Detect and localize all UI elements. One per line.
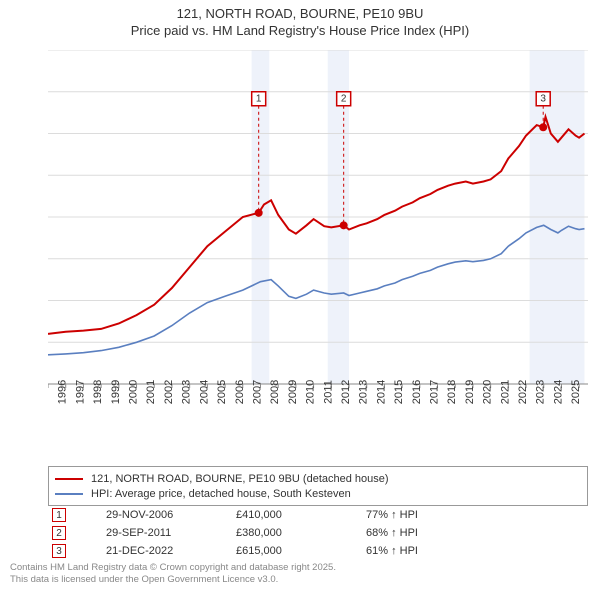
svg-text:2000: 2000 [128,380,140,404]
svg-text:2008: 2008 [269,380,281,404]
svg-text:2004: 2004 [198,380,210,404]
event-date: 29-NOV-2006 [106,509,236,521]
footer-attribution: Contains HM Land Registry data © Crown c… [10,562,336,586]
legend-label: HPI: Average price, detached house, Sout… [91,488,351,500]
svg-text:2002: 2002 [163,380,175,404]
svg-text:2010: 2010 [305,380,317,404]
svg-text:2023: 2023 [535,380,547,404]
event-date: 21-DEC-2022 [106,545,236,557]
svg-text:1998: 1998 [92,380,104,404]
title-line-1: 121, NORTH ROAD, BOURNE, PE10 9BU [0,6,600,23]
svg-text:2007: 2007 [251,380,263,404]
svg-text:2019: 2019 [464,380,476,404]
svg-text:2001: 2001 [145,380,157,404]
event-price: £380,000 [236,527,366,539]
legend-item: 121, NORTH ROAD, BOURNE, PE10 9BU (detac… [55,471,581,486]
footer-line-1: Contains HM Land Registry data © Crown c… [10,562,336,574]
svg-text:2024: 2024 [552,380,564,404]
sale-event-row: 3 21-DEC-2022£615,00061% ↑ HPI [48,542,588,560]
svg-text:2014: 2014 [375,380,387,404]
event-hpi: 68% ↑ HPI [366,527,418,539]
svg-text:2013: 2013 [358,380,370,404]
event-marker: 2 [52,526,66,540]
svg-text:2016: 2016 [411,380,423,404]
svg-text:1995: 1995 [48,380,51,404]
svg-text:2011: 2011 [322,380,334,404]
series-price_paid [48,117,585,334]
legend-swatch [55,493,83,495]
svg-text:1999: 1999 [110,380,122,404]
svg-text:2003: 2003 [181,380,193,404]
footer-line-2: This data is licensed under the Open Gov… [10,574,336,586]
sale-events-table: 1 29-NOV-2006£410,00077% ↑ HPI 2 29-SEP-201… [48,506,588,560]
legend-swatch [55,478,83,480]
event-price: £615,000 [236,545,366,557]
event-hpi: 77% ↑ HPI [366,509,418,521]
sale-event-row: 1 29-NOV-2006£410,00077% ↑ HPI [48,506,588,524]
event-price: £410,000 [236,509,366,521]
chart-title: 121, NORTH ROAD, BOURNE, PE10 9BU Price … [0,0,600,40]
sale-event-row: 2 29-SEP-2011£380,00068% ↑ HPI [48,524,588,542]
event-marker: 3 [52,544,66,558]
svg-text:2017: 2017 [429,380,441,404]
event-marker: 1 [52,508,66,522]
svg-text:2015: 2015 [393,380,405,404]
series-hpi [48,225,585,354]
svg-text:2021: 2021 [499,380,511,404]
svg-text:2006: 2006 [234,380,246,404]
svg-text:1: 1 [256,93,262,104]
legend: 121, NORTH ROAD, BOURNE, PE10 9BU (detac… [48,466,588,506]
svg-text:2012: 2012 [340,380,352,404]
svg-text:2: 2 [341,93,347,104]
svg-text:3: 3 [540,93,546,104]
chart: £0£100K£200K£300K£400K£500K£600K£700K£80… [48,50,588,430]
svg-text:2009: 2009 [287,380,299,404]
svg-text:2005: 2005 [216,380,228,404]
legend-item: HPI: Average price, detached house, Sout… [55,486,581,501]
event-date: 29-SEP-2011 [106,527,236,539]
svg-text:1996: 1996 [57,380,69,404]
svg-text:2018: 2018 [446,380,458,404]
svg-text:2020: 2020 [482,380,494,404]
chart-svg: £0£100K£200K£300K£400K£500K£600K£700K£80… [48,50,588,430]
svg-text:2022: 2022 [517,380,529,404]
title-line-2: Price paid vs. HM Land Registry's House … [0,23,600,40]
event-hpi: 61% ↑ HPI [366,545,418,557]
legend-label: 121, NORTH ROAD, BOURNE, PE10 9BU (detac… [91,473,389,485]
svg-text:1997: 1997 [74,380,86,404]
svg-text:2025: 2025 [570,380,582,404]
